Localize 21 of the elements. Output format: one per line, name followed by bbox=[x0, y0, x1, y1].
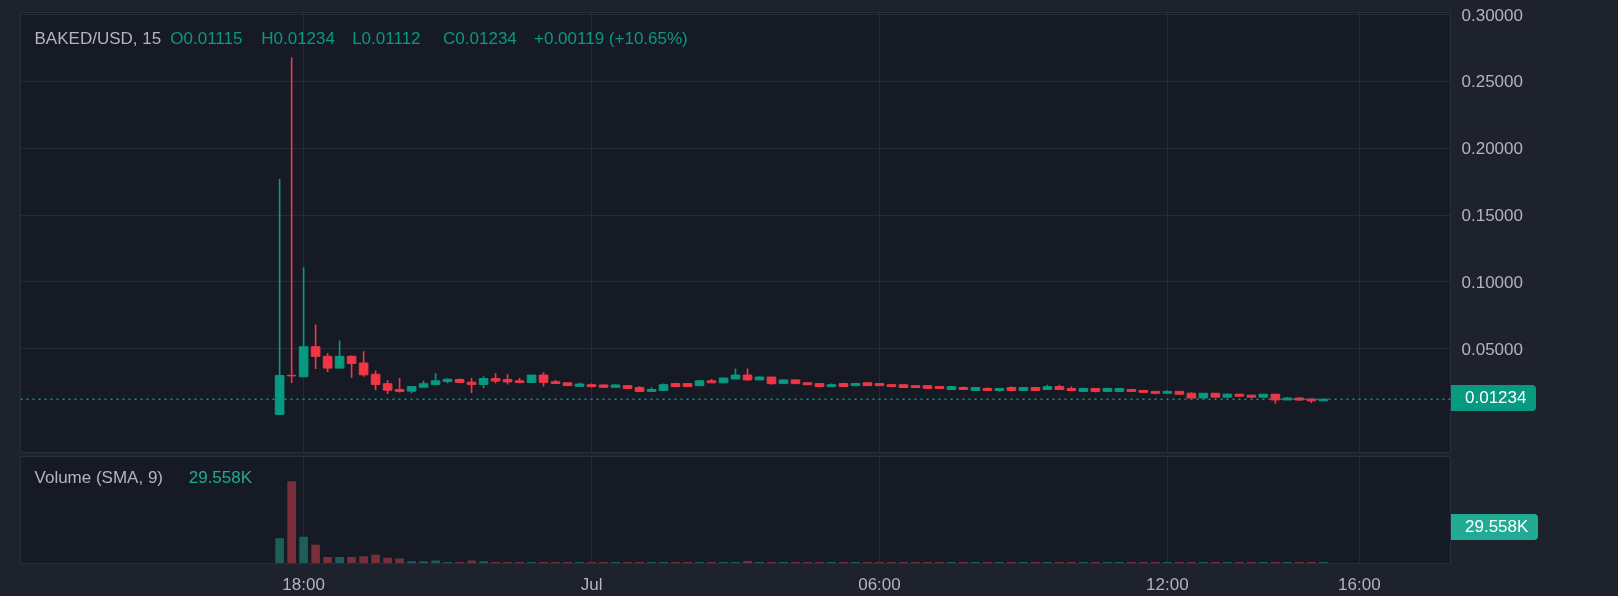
text: BAKED/USD, 15 bbox=[34, 29, 162, 49]
y-tick-label: 0.10000 bbox=[1461, 272, 1523, 292]
x-tick-label: 12:00 bbox=[1146, 574, 1189, 594]
annotation: +0.00119 (+10.65%) bbox=[534, 29, 688, 49]
y-tick-label: 0.25000 bbox=[1461, 72, 1523, 92]
y-tick-label: 0.30000 bbox=[1461, 5, 1523, 25]
y-tick-label: 0.05000 bbox=[1461, 339, 1523, 359]
text: 29.558K bbox=[1451, 514, 1539, 540]
chart-title: Volume (SMA, 9) bbox=[34, 468, 164, 488]
annotation: L0.01112 bbox=[352, 29, 421, 49]
x-tick-label: 06:00 bbox=[858, 574, 901, 594]
x-tick-label: 18:00 bbox=[282, 574, 325, 594]
x-tick-label: 16:00 bbox=[1338, 574, 1381, 594]
y-tick-label: 0.20000 bbox=[1461, 139, 1523, 159]
x-tick-label: Jul bbox=[580, 574, 603, 594]
annotation: O0.01115 bbox=[170, 29, 243, 49]
y-tick-label: 0.15000 bbox=[1461, 206, 1523, 226]
ref-line-label: 0.01234 bbox=[1451, 385, 1537, 411]
annotation: 29.558K bbox=[188, 468, 253, 488]
annotation: H0.01234 bbox=[261, 29, 335, 49]
annotation: C0.01234 bbox=[443, 29, 517, 49]
